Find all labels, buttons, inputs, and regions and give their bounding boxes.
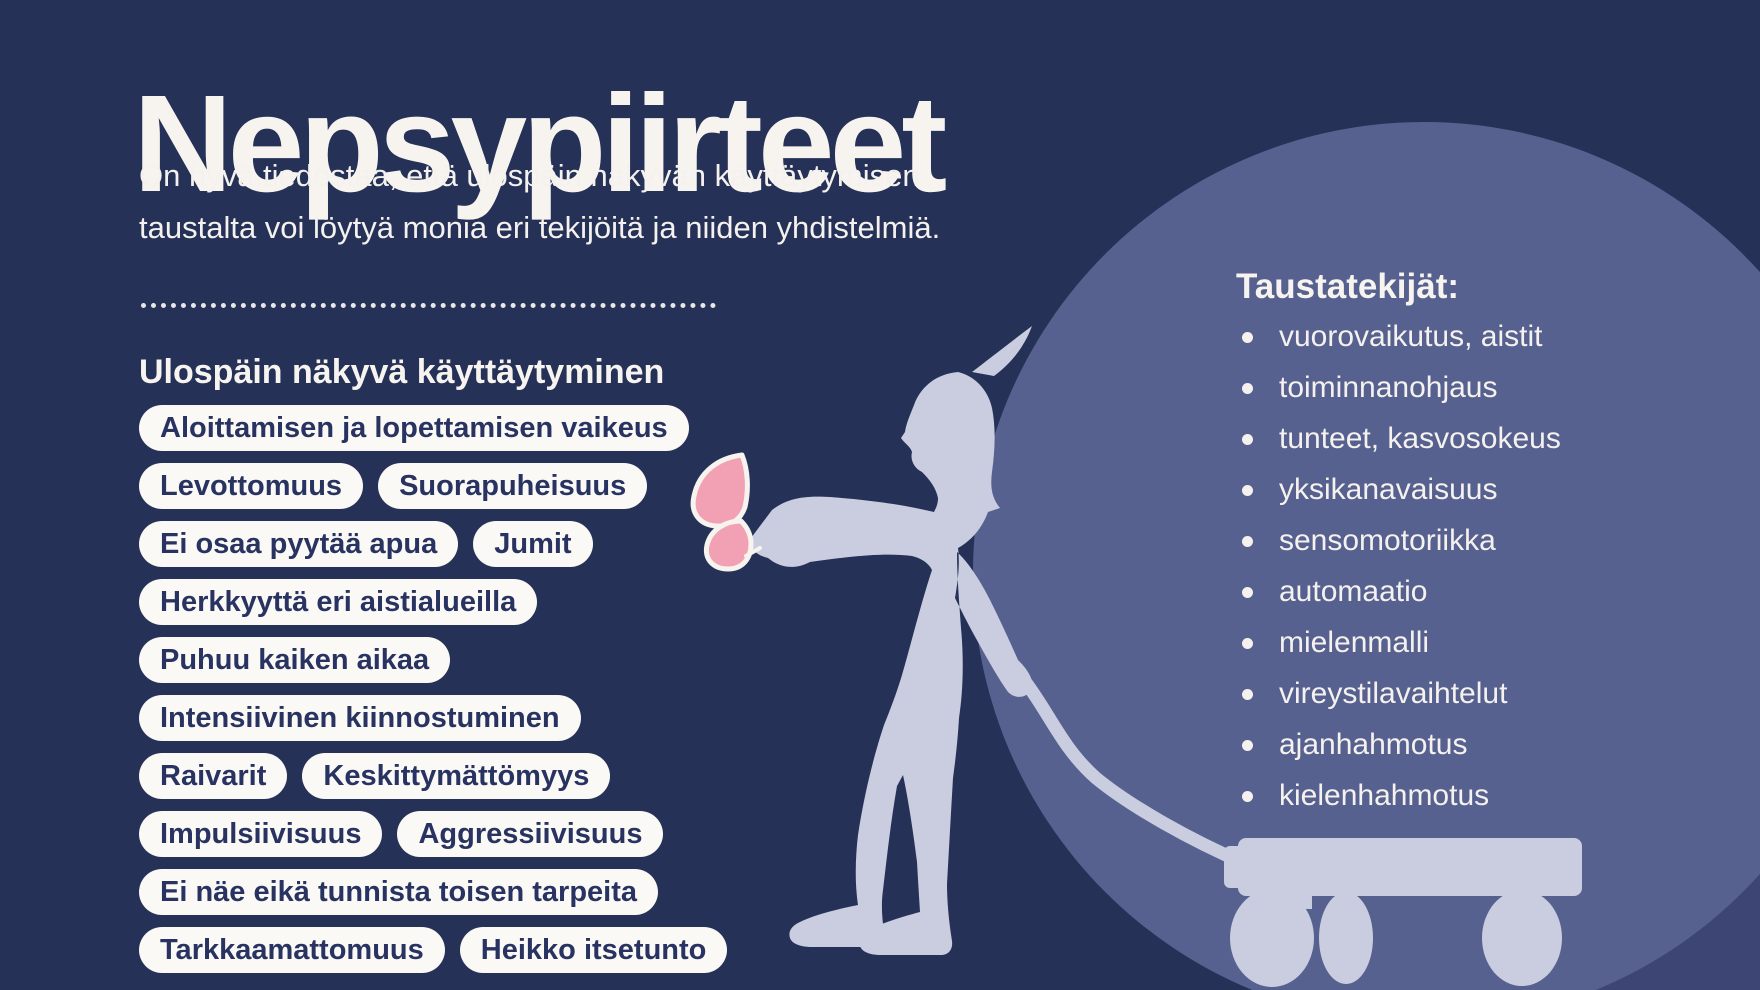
behavior-pill: Aloittamisen ja lopettamisen vaikeus	[139, 405, 689, 451]
factor-item: tunteet, kasvosokeus	[1242, 424, 1561, 454]
factor-item: toiminnanohjaus	[1242, 373, 1561, 403]
behavior-pill: Puhuu kaiken aikaa	[139, 637, 451, 683]
behavior-pill: Tarkkaamattomuus	[139, 927, 445, 973]
behavior-pill: Keskittymättömyys	[302, 753, 611, 799]
factors-list: vuorovaikutus, aistit toiminnanohjaus tu…	[1242, 322, 1561, 832]
pill-row: Impulsiivisuus Aggressiivisuus	[139, 811, 727, 857]
factor-item: sensomotoriikka	[1242, 526, 1561, 556]
factors-section-heading: Taustatekijät:	[1236, 267, 1460, 307]
factor-item: yksikanavaisuus	[1242, 475, 1561, 505]
factor-item: automaatio	[1242, 577, 1561, 607]
child-silhouette-icon	[748, 326, 1033, 955]
intro-paragraph: On hyvä tiedostaa, että ulospäin näkyvän…	[139, 150, 940, 254]
behavior-pill: Herkkyyttä eri aistialueilla	[139, 579, 538, 625]
behavior-pill: Impulsiivisuus	[139, 811, 383, 857]
spotlight-circle-shape	[973, 122, 1760, 990]
behavior-pill: Jumit	[473, 521, 593, 567]
pill-row: Tarkkaamattomuus Heikko itsetunto	[139, 927, 728, 973]
behavior-pill-list: Aloittamisen ja lopettamisen vaikeus Lev…	[139, 405, 728, 973]
pill-row: Levottomuus Suorapuheisuus	[139, 463, 727, 509]
pill-row: Aloittamisen ja lopettamisen vaikeus	[139, 405, 727, 451]
pill-row: Ei osaa pyytää apua Jumit	[139, 521, 727, 567]
behavior-pill: Ei näe eikä tunnista toisen tarpeita	[139, 869, 659, 915]
factor-item: ajanhahmotus	[1242, 730, 1561, 760]
behavior-pill: Heikko itsetunto	[459, 927, 728, 973]
factor-item: mielenmalli	[1242, 628, 1561, 658]
pill-row: Raivarit Keskittymättömyys	[139, 753, 727, 799]
pill-row: Herkkyyttä eri aistialueilla	[139, 579, 727, 625]
factor-item: kielenhahmotus	[1242, 781, 1561, 811]
behavior-pill: Levottomuus	[139, 463, 364, 509]
behavior-section-heading: Ulospäin näkyvä käyttäytyminen	[139, 353, 665, 392]
pill-row: Puhuu kaiken aikaa	[139, 637, 727, 683]
intro-line-2: taustalta voi löytyä monia eri tekijöitä…	[139, 210, 941, 245]
intro-line-1: On hyvä tiedostaa, että ulospäin näkyvän…	[139, 158, 920, 193]
wagon-icon	[1224, 838, 1582, 987]
behavior-pill: Suorapuheisuus	[378, 463, 648, 509]
wagon-handle-icon	[1017, 673, 1253, 871]
behavior-pill: Intensiivinen kiinnostuminen	[139, 695, 581, 741]
behavior-pill: Raivarit	[139, 753, 288, 799]
page-title: Nepsypiirteet	[133, 67, 947, 222]
butterfly-icon	[690, 452, 762, 572]
factor-item: vireystilavaihtelut	[1242, 679, 1561, 709]
pill-row: Ei näe eikä tunnista toisen tarpeita	[139, 869, 727, 915]
dotted-divider	[141, 303, 716, 308]
pill-row: Intensiivinen kiinnostuminen	[139, 695, 727, 741]
behavior-pill: Aggressiivisuus	[397, 811, 664, 857]
behavior-pill: Ei osaa pyytää apua	[139, 521, 459, 567]
factor-item: vuorovaikutus, aistit	[1242, 322, 1561, 352]
